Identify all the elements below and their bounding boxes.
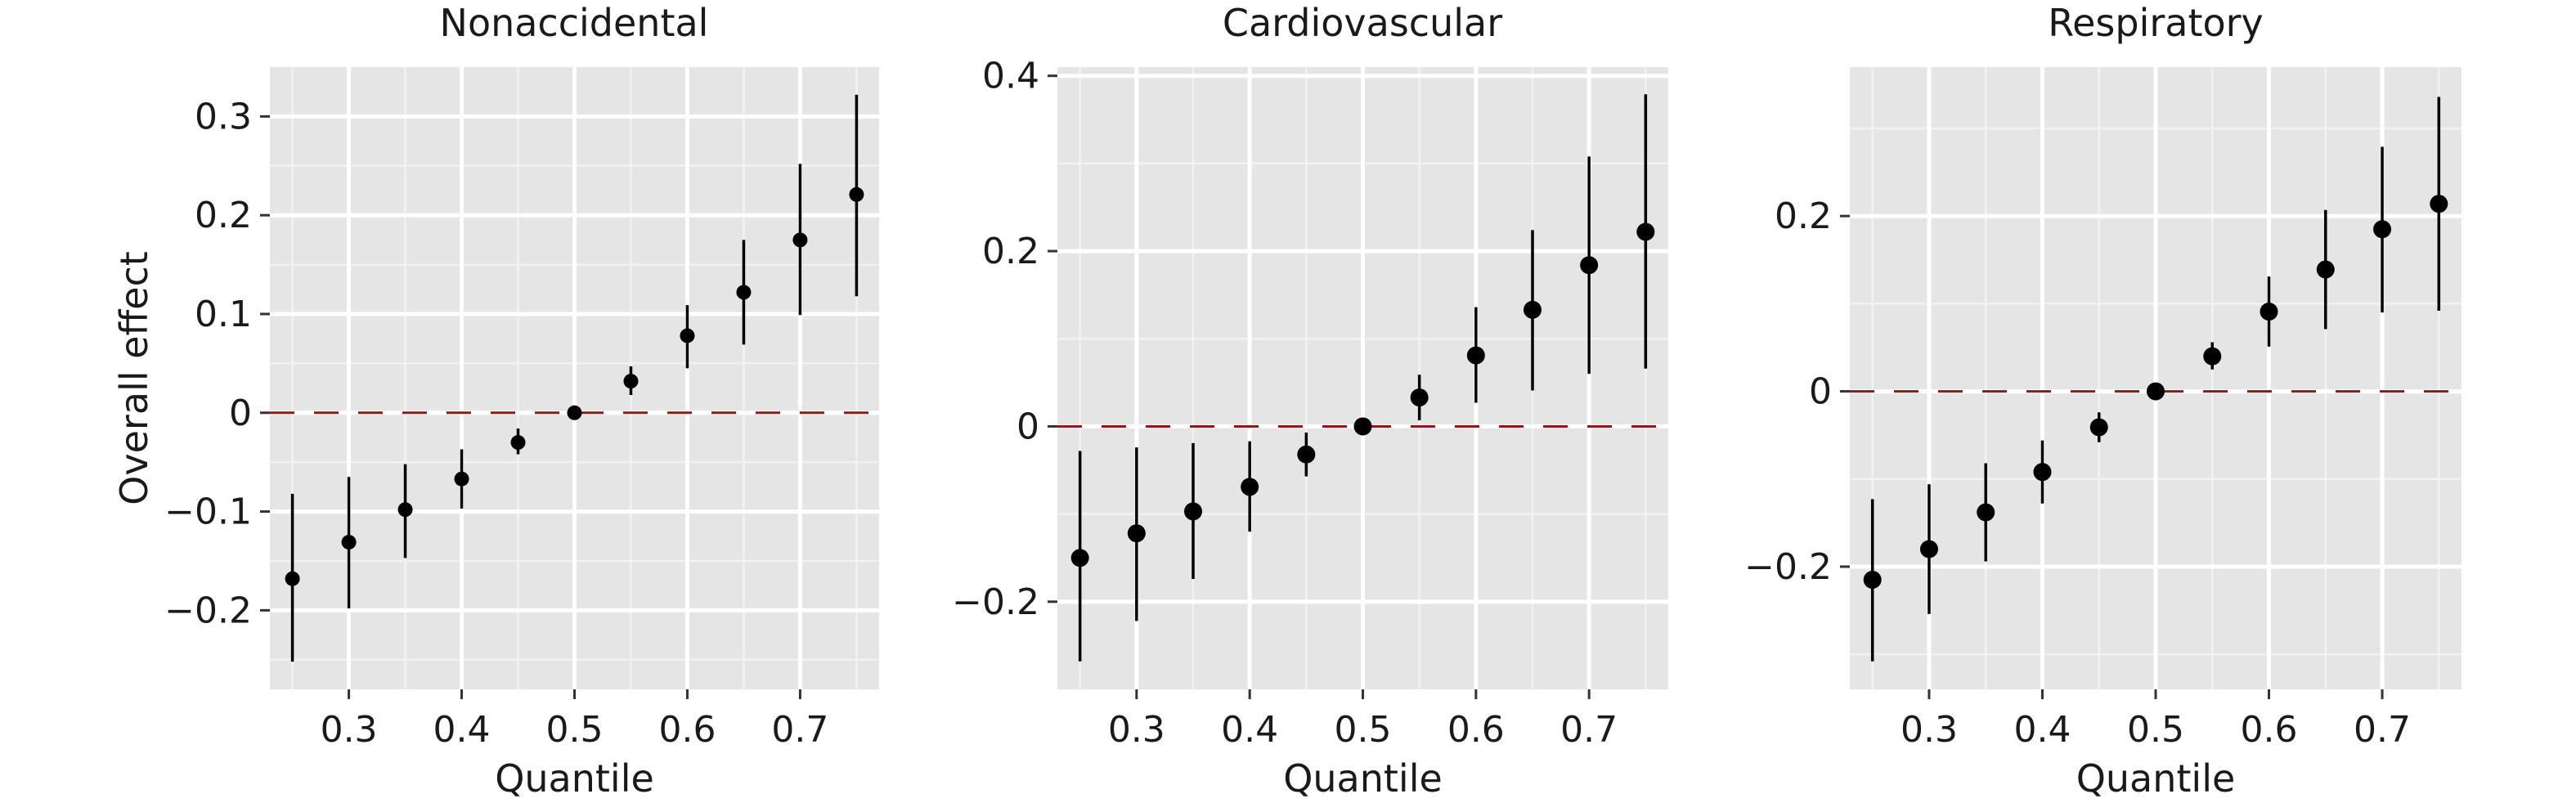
data-point bbox=[1410, 388, 1429, 407]
panel-nonaccidental: 0.3 0.4 0.5 0.6 0.7 −0.2 −0.1 0 0.1 0.2 0.3 Nonacci… bbox=[112, 1, 879, 801]
data-point bbox=[2089, 418, 2108, 437]
data-point bbox=[285, 571, 300, 586]
data-point bbox=[1297, 445, 1316, 464]
panel-title: Cardiovascular bbox=[1223, 1, 1502, 45]
x-tick-label: 0.7 bbox=[2354, 709, 2411, 751]
data-point bbox=[1977, 503, 1995, 522]
x-axis-label: Quantile bbox=[495, 756, 654, 801]
data-point bbox=[2373, 220, 2392, 239]
y-tick-label: 0.2 bbox=[982, 231, 1039, 272]
data-point bbox=[680, 328, 695, 343]
data-point bbox=[1636, 222, 1655, 241]
data-point bbox=[2033, 463, 2052, 482]
x-tick-label: 0.4 bbox=[2013, 709, 2071, 751]
y-tick-label: 0 bbox=[229, 393, 252, 434]
y-tick-label: −0.2 bbox=[952, 581, 1039, 623]
x-tick-label: 0.6 bbox=[658, 709, 716, 751]
data-point bbox=[623, 374, 639, 389]
x-axis-label: Quantile bbox=[1283, 756, 1443, 801]
data-point bbox=[567, 405, 582, 420]
data-point bbox=[1863, 571, 1882, 590]
data-point bbox=[736, 285, 752, 300]
y-tick-label: 0.4 bbox=[982, 56, 1039, 97]
x-tick-label: 0.3 bbox=[1901, 709, 1958, 751]
data-point bbox=[510, 435, 526, 451]
y-tick-label: 0.1 bbox=[195, 294, 252, 335]
data-point bbox=[1580, 256, 1599, 275]
data-point bbox=[1524, 300, 1542, 319]
data-point bbox=[341, 535, 357, 550]
data-point bbox=[849, 186, 864, 202]
x-tick-label: 0.7 bbox=[771, 709, 828, 751]
x-tick-label: 0.6 bbox=[1447, 709, 1505, 751]
x-tick-label: 0.4 bbox=[1221, 709, 1278, 751]
data-point bbox=[1919, 540, 1938, 559]
panel-cardiovascular: 0.3 0.4 0.5 0.6 0.7 −0.2 0 0.2 0.4 Cardiovascular… bbox=[952, 1, 1668, 801]
y-axis-label: Overall effect bbox=[112, 251, 156, 505]
panel-title: Nonaccidental bbox=[440, 1, 709, 45]
data-point bbox=[2203, 347, 2222, 366]
data-point bbox=[2316, 260, 2335, 279]
x-tick-label: 0.5 bbox=[2127, 709, 2184, 751]
x-tick-label: 0.3 bbox=[321, 709, 378, 751]
data-point bbox=[2260, 303, 2278, 321]
x-tick-label: 0.6 bbox=[2241, 709, 2298, 751]
y-tick-label: 0.2 bbox=[195, 195, 252, 236]
y-tick-label: 0.3 bbox=[195, 96, 252, 137]
data-point bbox=[1070, 549, 1089, 568]
y-tick-label: 0.2 bbox=[1775, 195, 1832, 237]
data-point bbox=[2147, 382, 2165, 401]
y-tick-label: −0.1 bbox=[164, 491, 252, 533]
data-point bbox=[792, 232, 808, 248]
data-point bbox=[454, 471, 469, 487]
data-point bbox=[1466, 346, 1485, 365]
data-point bbox=[1184, 502, 1202, 521]
x-tick-label: 0.5 bbox=[1335, 709, 1392, 751]
data-point bbox=[1241, 478, 1259, 496]
panel-title: Respiratory bbox=[2048, 1, 2264, 45]
y-tick-label: 0 bbox=[1809, 371, 1832, 413]
data-point bbox=[1127, 524, 1146, 543]
data-point bbox=[1353, 417, 1372, 436]
panel-respiratory: 0.3 0.4 0.5 0.6 0.7 −0.2 0 0.2 Respiratory Quanti… bbox=[1744, 1, 2462, 801]
x-tick-label: 0.3 bbox=[1108, 709, 1165, 751]
data-point bbox=[2430, 195, 2448, 213]
y-tick-label: −0.2 bbox=[1744, 546, 1832, 588]
data-point bbox=[397, 502, 413, 518]
y-tick-label: 0 bbox=[1016, 406, 1039, 447]
x-axis-label: Quantile bbox=[2076, 756, 2236, 801]
x-tick-label: 0.7 bbox=[1560, 709, 1618, 751]
x-tick-label: 0.4 bbox=[433, 709, 491, 751]
x-tick-label: 0.5 bbox=[546, 709, 604, 751]
y-tick-label: −0.2 bbox=[164, 590, 252, 631]
